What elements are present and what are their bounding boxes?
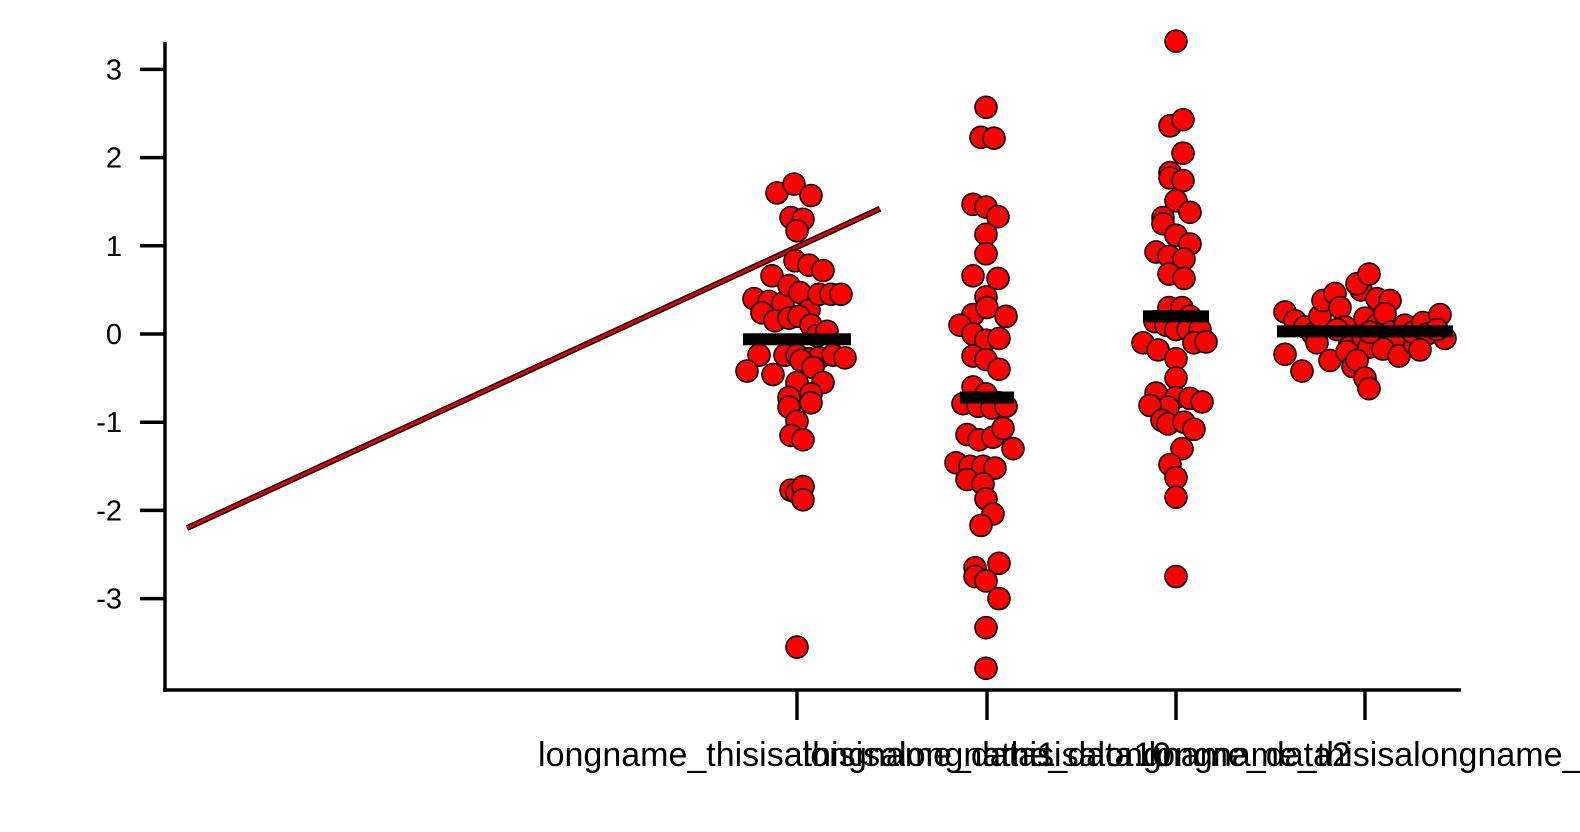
data-point [974, 615, 998, 640]
data-point [986, 204, 1010, 229]
data-point [1182, 417, 1206, 442]
data-point [991, 416, 1015, 441]
data-point [1001, 436, 1025, 461]
data-point [1190, 390, 1214, 414]
data-point [1170, 436, 1194, 461]
data-point [1290, 359, 1314, 383]
data-point [785, 219, 809, 243]
data-point [982, 126, 1006, 150]
data-point [974, 95, 998, 120]
mean-line [1143, 310, 1209, 323]
data-point [987, 586, 1011, 611]
y-tick-label: -2 [96, 495, 122, 527]
y-tick-label: 2 [106, 143, 122, 175]
data-point [961, 263, 985, 288]
mean-line [1277, 325, 1453, 338]
mean-line [960, 391, 1014, 404]
data-point [1164, 485, 1188, 509]
data-point [735, 359, 759, 383]
data-point [974, 569, 998, 593]
x-tick-label: longname_thisisalongname_data1 [538, 736, 1056, 774]
x-tick-label: thisisalongname_data10 [803, 736, 1172, 774]
trend-line [185, 206, 882, 531]
data-point [1357, 376, 1381, 401]
data-point [986, 266, 1010, 291]
data-point [761, 362, 785, 387]
y-tick-label: -1 [96, 407, 122, 439]
data-point [1408, 338, 1432, 362]
data-point [799, 390, 823, 415]
data-point [975, 295, 999, 320]
data-points [735, 29, 1457, 681]
data-point [1328, 295, 1352, 320]
y-tick-label: 1 [106, 231, 122, 263]
data-point [1171, 107, 1195, 132]
data-point [791, 428, 815, 452]
mean-lines [743, 310, 1453, 404]
data-point [799, 183, 823, 208]
mean-line [743, 333, 851, 346]
data-point [1273, 342, 1297, 367]
x-tick-label: thisisalongname_data2 [1001, 736, 1351, 774]
data-point [974, 656, 998, 681]
series-2 [944, 95, 1025, 681]
data-point [969, 513, 993, 538]
series-1 [735, 172, 857, 659]
data-point [811, 258, 835, 283]
data-point [782, 172, 806, 196]
data-point [833, 346, 857, 370]
series-3 [1131, 29, 1218, 589]
data-point [1194, 330, 1218, 354]
data-point [1172, 266, 1196, 291]
data-point [785, 635, 809, 659]
data-point [983, 456, 1007, 480]
data-point [1171, 168, 1195, 193]
y-tick-label: 0 [106, 319, 122, 351]
x-axis: longname_thisisalongname_data1thisisalon… [163, 688, 1580, 774]
data-point [974, 241, 998, 266]
y-tick-label: -3 [96, 584, 122, 616]
data-point [1178, 200, 1202, 225]
data-point [994, 304, 1018, 329]
data-point [1357, 262, 1381, 286]
data-point [829, 282, 853, 307]
data-point [1164, 564, 1188, 589]
data-point [987, 551, 1011, 576]
y-tick-label: 3 [106, 54, 122, 86]
data-point [1171, 141, 1195, 165]
data-point [987, 357, 1011, 382]
data-point [987, 326, 1011, 351]
data-point [791, 488, 815, 512]
x-tick-label: longname_thisisalongname_ [1149, 736, 1580, 774]
data-point [1164, 29, 1188, 53]
y-axis: 3 2 1 0 -1 -2 -3 [96, 42, 167, 692]
